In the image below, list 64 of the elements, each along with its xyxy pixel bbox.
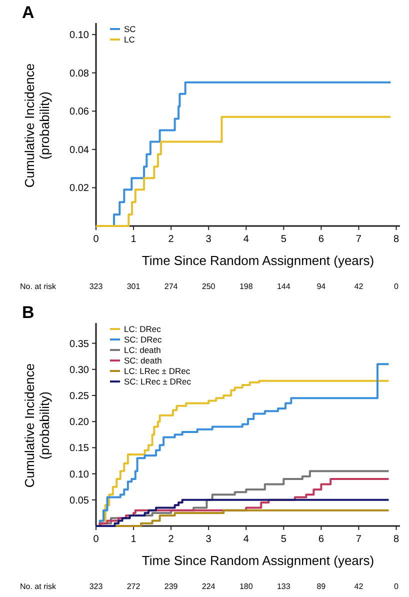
x-tick-label: 1 [130,234,137,245]
x-tick-label: 4 [243,534,250,545]
chart-title: B [22,303,34,322]
x-tick-label: 7 [356,534,362,545]
text: 272 [126,582,141,591]
x-tick-label: 0 [93,534,100,545]
legend-label: LC: DRec [124,324,162,334]
x-tick-label: 5 [280,234,287,245]
text: 239 [164,582,178,591]
chart-title: A [22,3,34,22]
x-tick-label: 0 [93,234,100,245]
x-tick-label: 3 [206,534,212,545]
text: No. at risk [20,582,58,591]
legend-label: LC: LRec ± DRec [124,366,191,376]
text: 301 [126,282,141,291]
text: 42 [354,582,364,591]
x-axis-title: Time Since Random Assignment (years) [142,253,374,268]
x-tick-label: 8 [393,534,400,545]
text: 0 [394,282,400,291]
x-tick-label: 3 [206,234,212,245]
text: 94 [316,282,326,291]
text: 0 [394,582,400,591]
x-tick-label: 2 [168,534,174,545]
text: 224 [202,582,216,591]
x-tick-label: 4 [243,234,250,245]
legend-label: LC [124,34,135,44]
y-tick-label: 0.02 [70,183,90,194]
text: 198 [239,282,254,291]
x-tick-label: 7 [356,234,362,245]
text: 89 [316,582,326,591]
text: 274 [164,282,178,291]
text: No. at risk [20,282,58,291]
legend-label: SC: death [124,356,162,366]
y-tick-label: 0.35 [70,338,90,350]
x-tick-label: 2 [168,234,174,245]
y-tick-label: 0.08 [70,68,90,80]
x-tick-label: 6 [318,234,324,245]
y-tick-label: 0.30 [70,364,90,376]
x-tick-label: 5 [280,534,287,545]
x-tick-label: 1 [130,534,137,545]
text: 133 [276,582,291,591]
y-tick-label: 0.15 [70,443,90,454]
y-tick-label: 0.10 [70,469,90,480]
y-tick-label: 0.20 [70,417,90,428]
y-axis-title: Cumulative Incidence (probability) [22,63,52,188]
text: 180 [239,582,254,591]
text: 250 [202,282,216,291]
x-tick-label: 6 [318,534,324,545]
y-tick-label: 0.10 [70,30,90,42]
y-tick-label: 0.04 [70,144,90,156]
text: 323 [89,282,104,291]
text: 42 [354,282,364,291]
y-axis-title: Cumulative Incidence (probability) [22,363,52,488]
y-tick-label: 0.05 [70,495,90,506]
legend-label: SC [124,24,136,34]
text: 323 [89,582,104,591]
legend-label: LC: death [124,345,162,355]
x-axis-title: Time Since Random Assignment (years) [142,553,374,568]
legend-label: SC: LRec ± DRec [124,376,192,386]
y-tick-label: 0.06 [70,106,90,118]
legend-label: SC: DRec [124,334,163,344]
x-tick-label: 8 [393,234,400,245]
text: 144 [276,282,291,291]
y-tick-label: 0.25 [70,390,90,402]
